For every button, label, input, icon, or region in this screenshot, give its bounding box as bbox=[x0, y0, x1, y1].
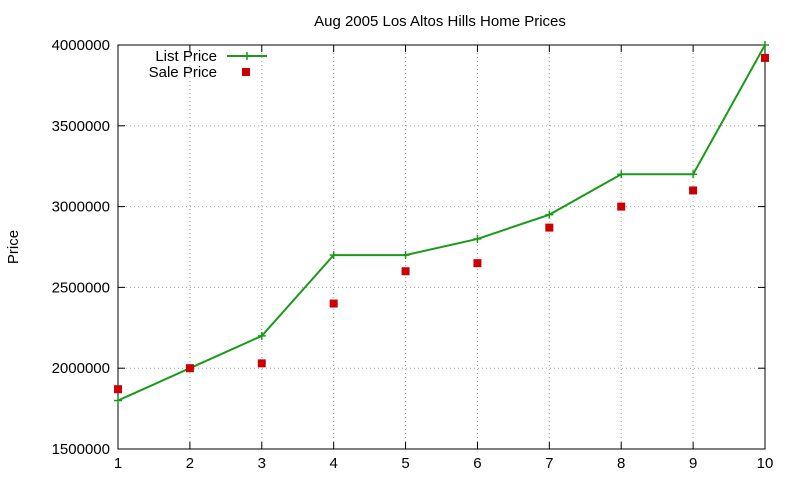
y-tick-label: 3000000 bbox=[52, 199, 110, 216]
x-tick-label: 4 bbox=[329, 455, 337, 472]
x-tick-label: 5 bbox=[401, 455, 409, 472]
data-point-sale-price bbox=[114, 385, 122, 394]
legend-plus-marker bbox=[243, 52, 251, 60]
data-point-list-price bbox=[329, 251, 338, 260]
y-tick-label: 2000000 bbox=[52, 360, 110, 377]
legend-label-sale-price: Sale Price bbox=[149, 64, 217, 81]
y-axis-label: Price bbox=[5, 230, 22, 264]
data-point-sale-price bbox=[545, 223, 554, 232]
legend-marker-list-price bbox=[243, 52, 251, 60]
data-point-sale-price bbox=[617, 202, 626, 211]
y-tick-label: 2500000 bbox=[52, 279, 110, 296]
grid bbox=[118, 45, 765, 449]
ticks: 1500000 2000000 2500000 3000000 3500000 40000… bbox=[52, 37, 774, 472]
data-point-list-price bbox=[473, 234, 482, 243]
data-point-sale-price bbox=[185, 364, 194, 373]
y-tick-label: 1500000 bbox=[52, 441, 110, 458]
legend: List Price Sale Price bbox=[149, 48, 267, 81]
data-point-list-price bbox=[114, 396, 122, 405]
data-point-list-price bbox=[545, 210, 554, 219]
x-tick-label: 3 bbox=[258, 455, 266, 472]
legend-label-list-price: List Price bbox=[155, 48, 217, 65]
data-point-sale-price bbox=[473, 259, 482, 268]
x-tick-label: 6 bbox=[473, 455, 481, 472]
data-point-list-price bbox=[617, 170, 626, 179]
data-point-sale-price bbox=[689, 186, 698, 195]
x-tick-label: 1 bbox=[114, 455, 122, 472]
series-layer bbox=[114, 41, 769, 405]
data-point-sale-price bbox=[257, 359, 266, 368]
data-point-list-price bbox=[401, 251, 410, 260]
data-point-sale-price bbox=[401, 267, 410, 276]
legend-marker-sale-price bbox=[242, 68, 250, 76]
data-point-sale-price bbox=[761, 53, 769, 62]
data-point-sale-price bbox=[329, 299, 338, 308]
data-point-list-price bbox=[689, 170, 698, 179]
x-tick-label: 10 bbox=[757, 455, 774, 472]
x-tick-label: 8 bbox=[617, 455, 625, 472]
chart-title: Aug 2005 Los Altos Hills Home Prices bbox=[314, 13, 566, 30]
y-tick-label: 4000000 bbox=[52, 37, 110, 54]
x-tick-label: 7 bbox=[545, 455, 553, 472]
x-tick-label: 9 bbox=[689, 455, 697, 472]
x-tick-label: 2 bbox=[186, 455, 194, 472]
plot-frame bbox=[117, 44, 766, 450]
y-tick-label: 3500000 bbox=[52, 118, 110, 135]
data-point-list-price bbox=[257, 331, 266, 340]
data-point-list-price bbox=[761, 41, 769, 49]
series-line-list-price bbox=[117, 44, 766, 402]
